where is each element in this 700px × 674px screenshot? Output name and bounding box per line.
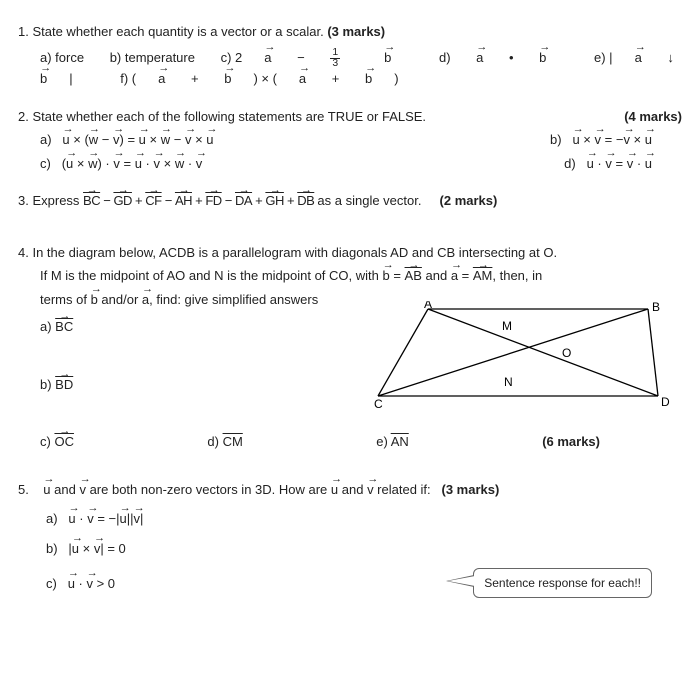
q2-num: 2. — [18, 109, 29, 124]
q1-marks: (3 marks) — [327, 24, 385, 39]
q5-marks: (3 marks) — [442, 482, 500, 497]
svg-text:B: B — [652, 301, 660, 314]
question-2: 2. State whether each of the following s… — [18, 107, 682, 174]
q3-marks: (2 marks) — [440, 193, 498, 208]
svg-text:M: M — [502, 319, 512, 333]
svg-text:N: N — [504, 375, 513, 389]
q5-c: c) u · v > 0 Sentence response for each!… — [46, 568, 682, 598]
q5-b: b) |u × v| = 0 — [46, 539, 682, 559]
q1-b: b) temperature — [110, 50, 195, 65]
svg-text:C: C — [374, 397, 383, 411]
q1-c: c) 2a − 13b — [221, 50, 417, 65]
q2-d: d) u · v = v · u — [564, 154, 652, 174]
q1-stem: State whether each quantity is a vector … — [32, 24, 323, 39]
q5-a: a) u · v = −|u||v| — [46, 509, 682, 529]
q2-c: c) (u × w) · v = u · v × w · v — [40, 154, 202, 174]
q4-num: 4. — [18, 245, 29, 260]
q4-c: c) OC — [40, 432, 74, 452]
callout-note: Sentence response for each!! — [473, 568, 652, 598]
q5-num: 5. — [18, 482, 29, 497]
svg-text:O: O — [562, 346, 571, 360]
q1-d: d) a • b — [439, 50, 572, 65]
question-4: 4. In the diagram below, ACDB is a paral… — [18, 243, 682, 452]
question-5: 5. u and v are both non-zero vectors in … — [18, 480, 682, 599]
parallelogram-diagram: A B C D M N O — [368, 301, 678, 411]
svg-text:A: A — [424, 301, 432, 311]
q4-figure: A B C D M N O — [368, 301, 678, 411]
q4-marks: (6 marks) — [542, 432, 600, 452]
q4-e: e) AN — [376, 432, 409, 452]
q3-num: 3. — [18, 193, 29, 208]
q3-expr: BC − GD + CF − AH + FD − DA + GH + DB — [83, 193, 317, 208]
q4-d: d) CM — [207, 432, 242, 452]
question-3: 3. Express BC − GD + CF − AH + FD − DA +… — [18, 191, 682, 211]
question-1: 1. State whether each quantity is a vect… — [18, 22, 682, 89]
svg-text:D: D — [661, 395, 670, 409]
q1-options: a) force b) temperature c) 2a − 13b d) a… — [40, 48, 682, 89]
q1-num: 1. — [18, 24, 29, 39]
q1-f: f) (a + b) × (a + b) — [120, 71, 420, 86]
